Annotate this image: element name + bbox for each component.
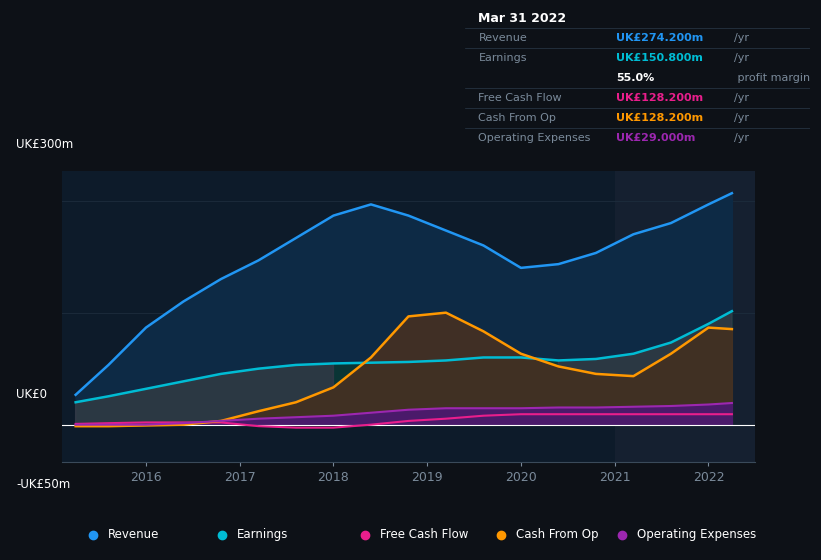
Text: 55.0%: 55.0% [617,73,654,83]
Text: Operating Expenses: Operating Expenses [637,528,756,542]
Text: Cash From Op: Cash From Op [516,528,599,542]
Text: Earnings: Earnings [479,53,527,63]
Text: Cash From Op: Cash From Op [479,114,557,123]
Text: UK£300m: UK£300m [16,138,74,151]
Text: /yr: /yr [734,94,749,104]
Text: Revenue: Revenue [108,528,160,542]
Text: UK£274.200m: UK£274.200m [617,34,704,44]
Text: -UK£50m: -UK£50m [16,478,71,491]
Text: Free Cash Flow: Free Cash Flow [380,528,469,542]
Text: Mar 31 2022: Mar 31 2022 [479,12,566,25]
Text: UK£128.200m: UK£128.200m [617,114,704,123]
Text: /yr: /yr [734,34,749,44]
Text: Operating Expenses: Operating Expenses [479,133,591,143]
Text: Revenue: Revenue [479,34,527,44]
Text: profit margin: profit margin [734,73,810,83]
Text: UK£29.000m: UK£29.000m [617,133,695,143]
Text: /yr: /yr [734,114,749,123]
Text: Free Cash Flow: Free Cash Flow [479,94,562,104]
Text: Earnings: Earnings [236,528,288,542]
Text: /yr: /yr [734,133,749,143]
Text: /yr: /yr [734,53,749,63]
Text: UK£0: UK£0 [16,388,48,402]
Text: UK£128.200m: UK£128.200m [617,94,704,104]
Text: UK£150.800m: UK£150.800m [617,53,704,63]
Bar [615,171,755,462]
